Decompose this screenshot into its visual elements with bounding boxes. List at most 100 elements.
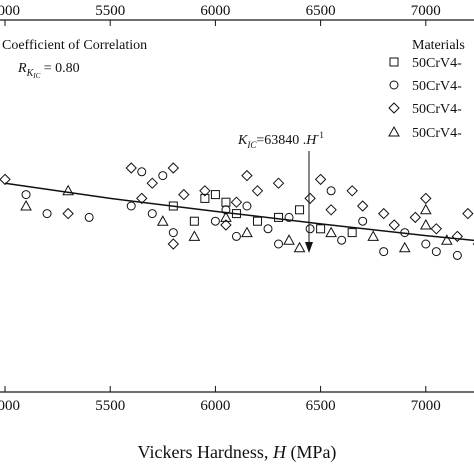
diamond-legend-marker — [388, 102, 400, 114]
bottom-tick-label: 6000 — [200, 398, 230, 414]
x-axis-label: Vickers Hardness, H (MPa) — [138, 442, 337, 463]
diamond-data-point — [451, 230, 464, 243]
equation-h: H — [305, 133, 317, 148]
equation-exponent: -1 — [316, 130, 324, 140]
circle-data-point — [158, 171, 168, 181]
diamond-data-point — [167, 162, 180, 174]
triangle-data-point — [156, 215, 169, 226]
legend-entry-label: 50CrV4- — [412, 102, 462, 117]
triangle-data-point — [20, 199, 32, 211]
square-data-point — [316, 224, 326, 234]
square-data-point — [221, 197, 231, 207]
diamond-data-point — [230, 196, 243, 208]
triangle-data-point — [293, 241, 306, 253]
triangle-data-point — [62, 184, 74, 196]
square-data-point — [252, 216, 262, 226]
circle-data-point — [274, 239, 284, 249]
triangle-data-point — [440, 234, 453, 245]
diamond-data-point — [430, 223, 443, 235]
diamond-data-point — [420, 192, 432, 205]
bottom-tick-label: 6500 — [306, 398, 336, 414]
circle-data-point — [337, 235, 347, 245]
equation-ic-subscript: IC — [246, 140, 257, 150]
square-data-point — [168, 201, 178, 211]
circle-data-point — [210, 216, 220, 226]
top-tick-label: 7000 — [411, 3, 441, 19]
triangle-data-point — [188, 230, 201, 241]
diamond-data-point — [62, 207, 74, 220]
triangle-data-point — [419, 218, 432, 230]
diamond-data-point — [378, 207, 390, 220]
triangle-data-point — [367, 230, 380, 241]
bottom-axis-tick-labels: 5000550060006500700075008000850090009500 — [0, 398, 441, 414]
diamond-data-point — [178, 188, 190, 201]
diamond-data-point — [356, 200, 369, 212]
circle-data-point — [231, 231, 241, 241]
circle-data-point — [242, 201, 252, 211]
triangle-legend-marker — [388, 125, 400, 137]
diamond-data-point — [136, 192, 148, 205]
top-tick-label: 6000 — [200, 3, 230, 19]
diamond-data-point — [251, 185, 264, 197]
diamond-data-point — [220, 219, 232, 231]
circle-data-point — [379, 247, 389, 257]
bottom-tick-label: 7000 — [411, 398, 441, 414]
triangle-data-point — [241, 226, 253, 238]
circle-data-point — [137, 167, 147, 177]
bottom-tick-label: 5000 — [0, 398, 20, 414]
top-axis-tick-labels: 5000550060006500700075008000850090009500 — [0, 3, 441, 19]
circle-data-point — [126, 201, 136, 211]
circle-data-point — [284, 212, 294, 222]
circle-data-point — [400, 228, 410, 238]
power-fit-curve — [4, 182, 474, 242]
triangle-data-point — [283, 234, 295, 245]
square-data-point — [295, 205, 305, 215]
correlation-ic-subscript: IC — [32, 72, 40, 80]
top-tick-label: 5000 — [0, 3, 20, 19]
diamond-data-point — [272, 177, 285, 189]
square-data-point — [200, 193, 210, 203]
circle-data-point — [221, 205, 231, 215]
axis-tick-marks — [4, 20, 427, 392]
square-data-point — [274, 212, 284, 222]
equation-label: KIC=63840 .H-1 — [237, 130, 324, 150]
circle-data-point — [326, 186, 336, 196]
equation-k: K — [237, 133, 248, 148]
diamond-data-point — [325, 204, 337, 216]
circle-data-point — [305, 224, 315, 234]
correlation-number: = 0.80 — [40, 61, 79, 76]
circle-data-point — [263, 224, 273, 234]
circle-data-point — [147, 209, 157, 219]
correlation-value: RKIC = 0.80 — [17, 61, 80, 80]
circle-data-point — [84, 212, 94, 222]
circle-data-point — [452, 250, 462, 260]
plot-frame — [0, 19, 474, 393]
diamond-data-point — [409, 211, 421, 224]
x-axis-label-unit: (MPa) — [286, 442, 337, 463]
square-data-point — [210, 190, 220, 200]
square-legend-marker — [389, 57, 399, 67]
bottom-tick-label: 5500 — [95, 398, 125, 414]
square-data-point — [189, 216, 199, 226]
diamond-data-point — [304, 192, 316, 205]
circle-data-point — [358, 216, 368, 226]
diamond-data-point — [0, 173, 11, 186]
diamond-data-point — [241, 169, 253, 182]
circle-data-point — [21, 190, 31, 200]
correlation-title: Coefficient of Correlation — [2, 38, 147, 53]
triangle-data-point — [419, 203, 432, 215]
diamond-data-point — [314, 173, 327, 186]
legend-entry-label: 50CrV4- — [412, 126, 462, 141]
equation-arrow-head — [305, 242, 313, 253]
triangle-data-point — [325, 226, 337, 238]
circle-data-point — [42, 209, 52, 219]
correlation-r-symbol: R — [17, 61, 27, 76]
legend-title: Materials — [412, 38, 465, 53]
legend-entry-label: 50CrV4- — [412, 79, 462, 94]
square-data-point — [231, 209, 241, 219]
circle-legend-marker — [389, 80, 399, 90]
circle-data-point — [168, 228, 178, 238]
diamond-data-point — [346, 185, 358, 197]
legend-entry-label: 50CrV4- — [412, 56, 462, 71]
